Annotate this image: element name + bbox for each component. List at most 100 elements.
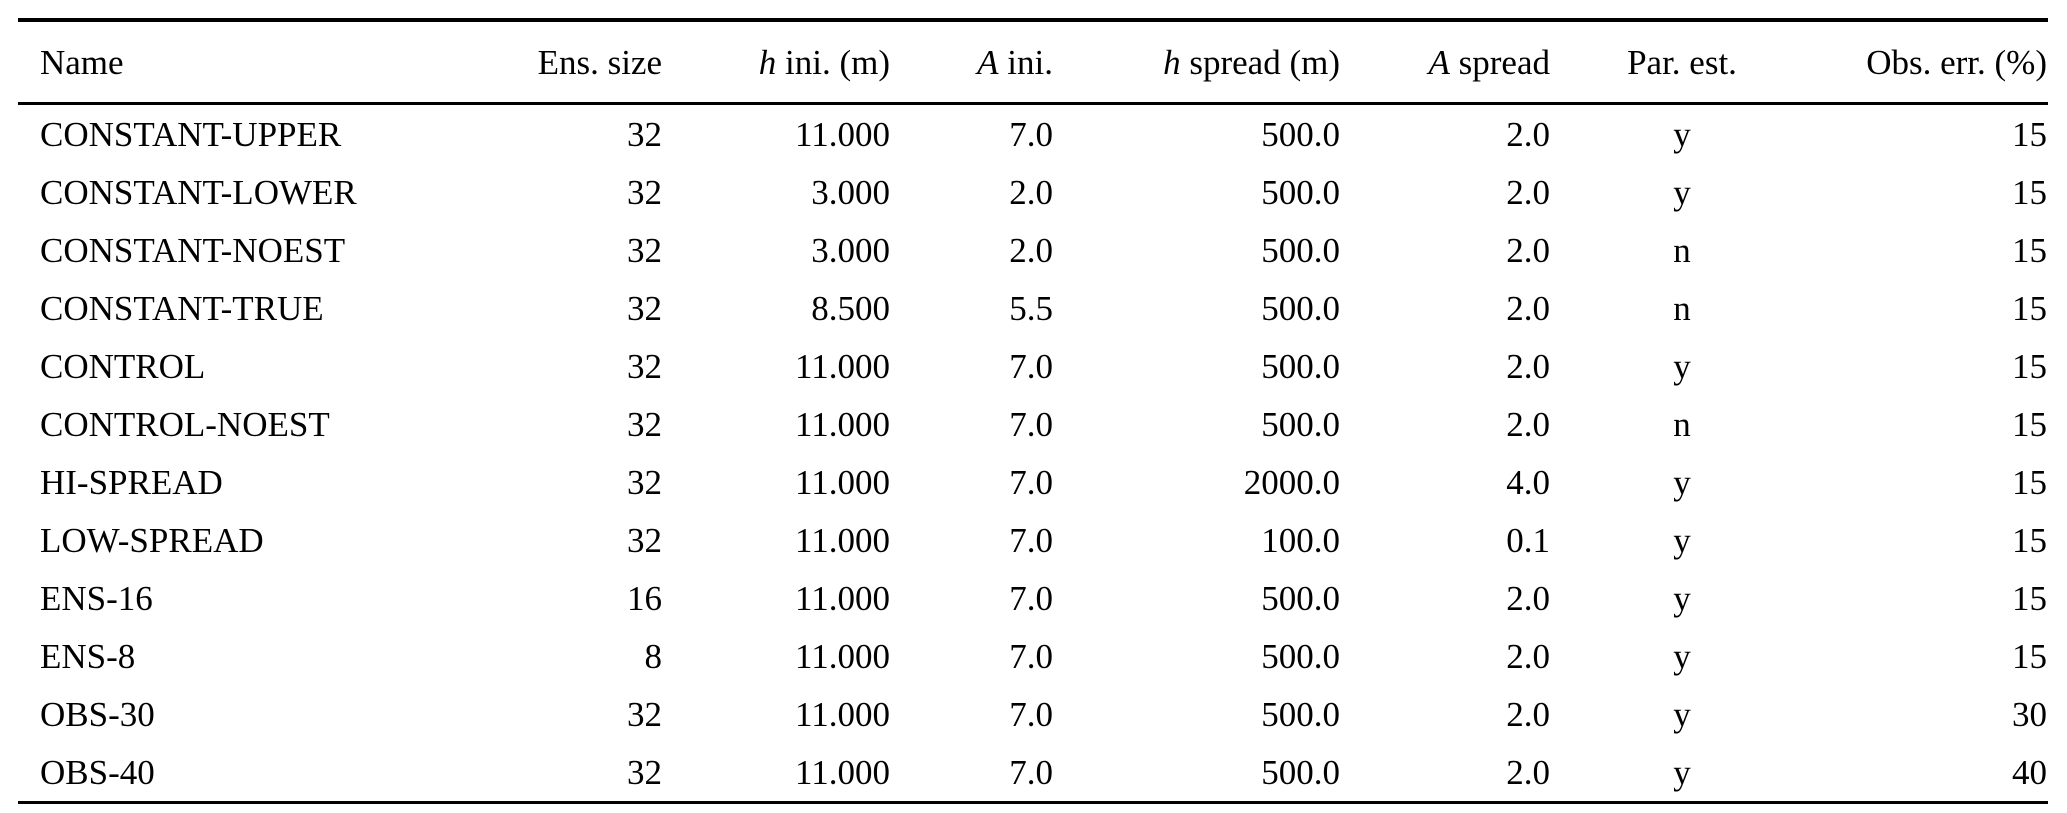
cell-h-spread: 500.0 (1261, 114, 1340, 154)
cell-par-est: y (1673, 694, 1691, 734)
cell-h-spread: 100.0 (1261, 520, 1340, 560)
cell-a-spread: 2.0 (1506, 636, 1550, 676)
table-row: OBS-40 32 11.000 7.0 500.0 2.0 y 40 (18, 743, 2048, 803)
cell-obs-err: 30 (2012, 694, 2047, 734)
cell-name: LOW-SPREAD (40, 520, 264, 560)
cell-name: CONSTANT-TRUE (40, 288, 324, 328)
cell-ens-size: 32 (627, 114, 662, 154)
cell-name: ENS-16 (40, 578, 153, 618)
cell-name: ENS-8 (40, 636, 136, 676)
cell-a-spread: 4.0 (1506, 462, 1550, 502)
cell-a-spread: 2.0 (1506, 346, 1550, 386)
table-row: CONSTANT-TRUE 32 8.500 5.5 500.0 2.0 n 15 (18, 279, 2048, 337)
column-header-name: Name (18, 20, 468, 105)
cell-h-ini: 3.000 (811, 172, 890, 212)
column-header-ens-size: Ens. size (468, 20, 663, 105)
cell-name: HI-SPREAD (40, 462, 223, 502)
cell-obs-err: 15 (2012, 578, 2047, 618)
cell-h-ini: 11.000 (795, 578, 890, 618)
cell-a-spread: 2.0 (1506, 694, 1550, 734)
cell-a-ini: 7.0 (1009, 694, 1053, 734)
math-variable: A (977, 42, 999, 82)
cell-par-est: y (1673, 578, 1691, 618)
cell-obs-err: 15 (2012, 288, 2047, 328)
cell-obs-err: 15 (2012, 636, 2047, 676)
cell-h-spread: 500.0 (1261, 752, 1340, 792)
cell-h-ini: 11.000 (795, 346, 890, 386)
cell-ens-size: 32 (627, 752, 662, 792)
cell-a-spread: 2.0 (1506, 114, 1550, 154)
column-header-obs-err: Obs. err. (%) (1813, 20, 2048, 105)
cell-ens-size: 32 (627, 520, 662, 560)
cell-par-est: y (1673, 172, 1691, 212)
cell-par-est: n (1673, 230, 1691, 270)
cell-par-est: y (1673, 462, 1691, 502)
cell-h-ini: 8.500 (811, 288, 890, 328)
cell-a-ini: 7.0 (1009, 636, 1053, 676)
cell-name: CONTROL (40, 346, 206, 386)
cell-obs-err: 15 (2012, 172, 2047, 212)
cell-par-est: y (1673, 520, 1691, 560)
cell-name: CONTROL-NOEST (40, 404, 330, 444)
cell-obs-err: 15 (2012, 404, 2047, 444)
cell-ens-size: 32 (627, 346, 662, 386)
table-row: CONTROL 32 11.000 7.0 500.0 2.0 y 15 (18, 337, 2048, 395)
cell-ens-size: 32 (627, 404, 662, 444)
cell-obs-err: 15 (2012, 230, 2047, 270)
table-header: Name Ens. size h ini. (m) A ini. h spread (m… (18, 20, 2048, 105)
cell-name: CONSTANT-NOEST (40, 230, 346, 270)
column-header-a-ini: A ini. (891, 20, 1054, 105)
cell-h-spread: 500.0 (1261, 636, 1340, 676)
cell-h-ini: 11.000 (795, 520, 890, 560)
cell-a-ini: 7.0 (1009, 114, 1053, 154)
cell-par-est: y (1673, 636, 1691, 676)
cell-h-spread: 2000.0 (1243, 462, 1340, 502)
cell-a-ini: 7.0 (1009, 462, 1053, 502)
cell-a-spread: 2.0 (1506, 752, 1550, 792)
cell-par-est: n (1673, 288, 1691, 328)
math-variable: A (1428, 42, 1450, 82)
cell-ens-size: 16 (627, 578, 662, 618)
cell-a-ini: 7.0 (1009, 346, 1053, 386)
cell-ens-size: 32 (627, 172, 662, 212)
cell-obs-err: 15 (2012, 346, 2047, 386)
cell-name: CONSTANT-LOWER (40, 172, 357, 212)
table-row: ENS-8 8 11.000 7.0 500.0 2.0 y 15 (18, 627, 2048, 685)
table-row: CONTROL-NOEST 32 11.000 7.0 500.0 2.0 n 15 (18, 395, 2048, 453)
cell-h-ini: 3.000 (811, 230, 890, 270)
table-row: OBS-30 32 11.000 7.0 500.0 2.0 y 30 (18, 685, 2048, 743)
cell-a-ini: 5.5 (1009, 288, 1053, 328)
cell-a-ini: 7.0 (1009, 404, 1053, 444)
cell-h-ini: 11.000 (795, 404, 890, 444)
header-row: Name Ens. size h ini. (m) A ini. h spread (m… (18, 20, 2048, 105)
cell-h-ini: 11.000 (795, 114, 890, 154)
experiment-config-table: Name Ens. size h ini. (m) A ini. h spread (m… (18, 18, 2048, 804)
cell-a-spread: 2.0 (1506, 404, 1550, 444)
cell-a-spread: 0.1 (1506, 520, 1550, 560)
cell-h-spread: 500.0 (1261, 578, 1340, 618)
cell-h-spread: 500.0 (1261, 172, 1340, 212)
cell-a-ini: 7.0 (1009, 520, 1053, 560)
cell-obs-err: 15 (2012, 462, 2047, 502)
table-row: ENS-16 16 11.000 7.0 500.0 2.0 y 15 (18, 569, 2048, 627)
cell-h-ini: 11.000 (795, 462, 890, 502)
cell-name: OBS-30 (40, 694, 155, 734)
cell-par-est: y (1673, 752, 1691, 792)
cell-a-spread: 2.0 (1506, 230, 1550, 270)
cell-a-ini: 7.0 (1009, 752, 1053, 792)
cell-a-ini: 7.0 (1009, 578, 1053, 618)
cell-h-spread: 500.0 (1261, 230, 1340, 270)
table-row: CONSTANT-NOEST 32 3.000 2.0 500.0 2.0 n 15 (18, 221, 2048, 279)
math-variable: h (1163, 42, 1181, 82)
cell-par-est: n (1673, 404, 1691, 444)
cell-h-ini: 11.000 (795, 752, 890, 792)
cell-ens-size: 32 (627, 288, 662, 328)
math-variable: h (758, 42, 777, 82)
cell-name: OBS-40 (40, 752, 155, 792)
table-body: CONSTANT-UPPER 32 11.000 7.0 500.0 2.0 y 15 CONS… (18, 104, 2048, 803)
cell-par-est: y (1673, 346, 1691, 386)
cell-ens-size: 32 (627, 694, 662, 734)
cell-obs-err: 15 (2012, 114, 2047, 154)
column-header-par-est: Par. est. (1551, 20, 1813, 105)
cell-h-ini: 11.000 (795, 694, 890, 734)
